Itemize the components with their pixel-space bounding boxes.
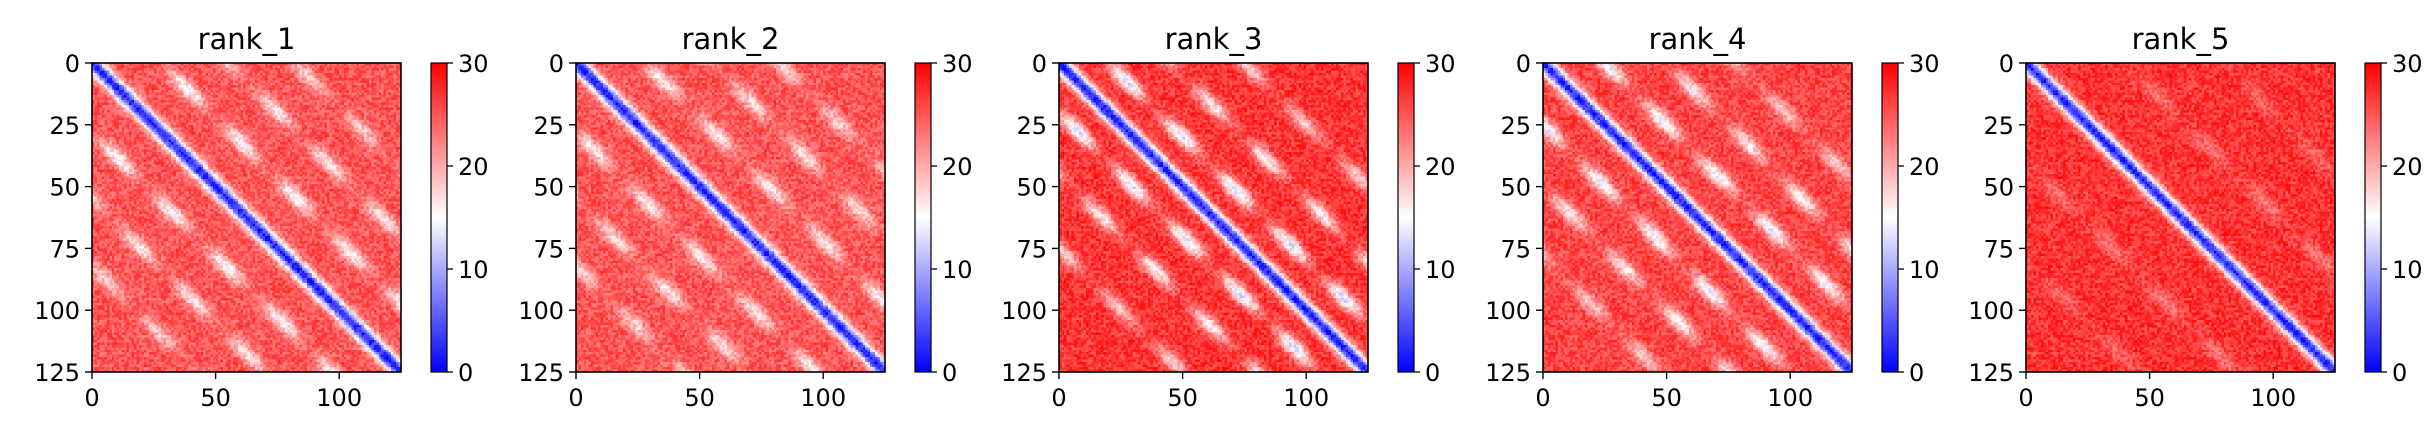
x-tick-label: 0 — [84, 384, 99, 412]
y-tick-label: 100 — [1485, 297, 1531, 325]
y-tick-label: 25 — [1500, 112, 1531, 140]
colorbar-tick-label: 10 — [1909, 256, 1940, 284]
colorbar-tick-label: 10 — [458, 256, 489, 284]
y-tick-label: 100 — [1968, 297, 2014, 325]
x-tick-label: 100 — [316, 384, 362, 412]
y-tick-label: 125 — [1485, 359, 1531, 387]
x-tick-label: 50 — [684, 384, 715, 412]
panel-title: rank_5 — [2132, 22, 2230, 56]
y-tick-label: 25 — [533, 112, 564, 140]
x-tick-label: 50 — [1167, 384, 1198, 412]
y-tick-label: 50 — [49, 174, 80, 202]
panel-title: rank_1 — [198, 22, 296, 56]
x-tick-label: 50 — [1651, 384, 1682, 412]
colorbar-tick-label: 20 — [2392, 153, 2423, 181]
y-tick-label: 50 — [533, 174, 564, 202]
heatmap-image — [1543, 63, 1852, 372]
x-tick-label: 0 — [2018, 384, 2033, 412]
colorbar-tick-label: 30 — [942, 50, 973, 78]
axes-frame — [1542, 62, 1853, 373]
y-tick-label: 125 — [518, 359, 564, 387]
colorbar — [1881, 62, 1899, 373]
y-tick-label: 75 — [1500, 235, 1531, 263]
colorbar — [914, 62, 932, 373]
colorbar — [2364, 62, 2382, 373]
y-tick-label: 50 — [1016, 174, 1047, 202]
colorbar — [1397, 62, 1415, 373]
axes-frame — [1058, 62, 1369, 373]
axes-frame — [2025, 62, 2336, 373]
y-tick-label: 50 — [1500, 174, 1531, 202]
y-tick-label: 125 — [1968, 359, 2014, 387]
colorbar-tick-label: 10 — [1425, 256, 1456, 284]
axes-frame — [91, 62, 402, 373]
y-tick-label: 0 — [1032, 50, 1047, 78]
y-tick-label: 125 — [34, 359, 80, 387]
y-tick-label: 125 — [1001, 359, 1047, 387]
colorbar-tick-label: 20 — [1909, 153, 1940, 181]
colorbar — [430, 62, 448, 373]
y-tick-label: 50 — [1983, 174, 2014, 202]
heatmap-image — [1059, 63, 1368, 372]
y-tick-label: 25 — [1983, 112, 2014, 140]
x-tick-label: 0 — [568, 384, 583, 412]
y-tick-label: 75 — [1016, 235, 1047, 263]
colorbar-tick-label: 20 — [458, 153, 489, 181]
axes-frame — [575, 62, 886, 373]
y-tick-label: 0 — [1999, 50, 2014, 78]
colorbar-tick-label: 30 — [1425, 50, 1456, 78]
colorbar-tick-label: 0 — [1909, 359, 1924, 387]
colorbar-tick-label: 0 — [2392, 359, 2407, 387]
colorbar-tick-label: 30 — [1909, 50, 1940, 78]
heatmap-image — [576, 63, 885, 372]
y-tick-label: 25 — [1016, 112, 1047, 140]
heatmap-image — [2026, 63, 2335, 372]
y-tick-label: 100 — [518, 297, 564, 325]
y-tick-label: 0 — [549, 50, 564, 78]
colorbar-tick-label: 0 — [1425, 359, 1440, 387]
colorbar-tick-label: 20 — [942, 153, 973, 181]
x-tick-label: 100 — [1767, 384, 1813, 412]
y-tick-label: 0 — [1516, 50, 1531, 78]
y-tick-label: 0 — [65, 50, 80, 78]
colorbar-tick-label: 30 — [458, 50, 489, 78]
y-tick-label: 75 — [1983, 235, 2014, 263]
x-tick-label: 50 — [2134, 384, 2165, 412]
heatmap-image — [92, 63, 401, 372]
colorbar-tick-label: 30 — [2392, 50, 2423, 78]
x-tick-label: 100 — [1283, 384, 1329, 412]
x-tick-label: 0 — [1535, 384, 1550, 412]
x-tick-label: 100 — [800, 384, 846, 412]
x-tick-label: 50 — [200, 384, 231, 412]
colorbar-tick-label: 0 — [942, 359, 957, 387]
y-tick-label: 100 — [1001, 297, 1047, 325]
x-tick-label: 100 — [2250, 384, 2296, 412]
y-tick-label: 100 — [34, 297, 80, 325]
panel-title: rank_2 — [682, 22, 780, 56]
y-tick-label: 75 — [49, 235, 80, 263]
colorbar-tick-label: 20 — [1425, 153, 1456, 181]
colorbar-tick-label: 10 — [942, 256, 973, 284]
panel-title: rank_3 — [1165, 22, 1263, 56]
colorbar-tick-label: 10 — [2392, 256, 2423, 284]
x-tick-label: 0 — [1051, 384, 1066, 412]
colorbar-tick-label: 0 — [458, 359, 473, 387]
y-tick-label: 25 — [49, 112, 80, 140]
panel-title: rank_4 — [1649, 22, 1747, 56]
y-tick-label: 75 — [533, 235, 564, 263]
